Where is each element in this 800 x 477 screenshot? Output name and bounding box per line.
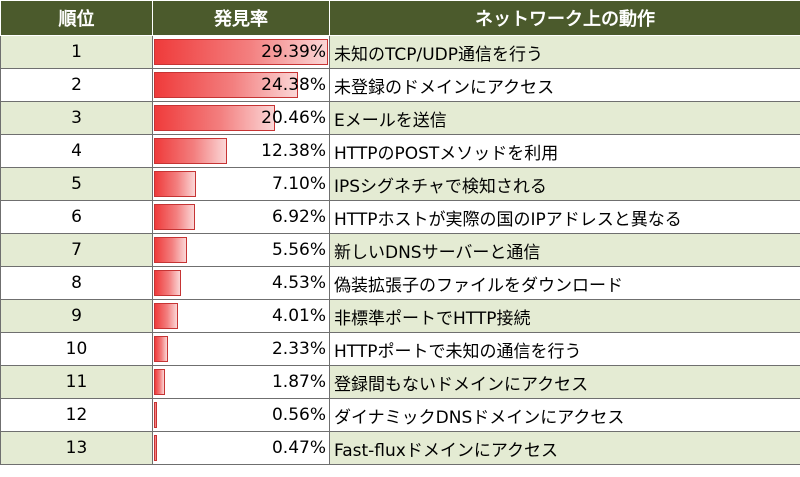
rate-label: 5.56%	[271, 240, 326, 260]
table-row: 5 7.10% IPSシグネチャで検知される	[0, 167, 800, 201]
action-cell: 登録間もないドメインにアクセス	[329, 365, 800, 399]
table-body: 1 29.39% 未知のTCP/UDP通信を行う 2 24.38% 未登録のドメインにアク…	[0, 35, 800, 465]
table-row: 3 20.46% Eメールを送信	[0, 101, 800, 135]
rate-cell: 4.53%	[152, 266, 330, 300]
table-row: 2 24.38% 未登録のドメインにアクセス	[0, 68, 800, 102]
rate-cell: 2.33%	[152, 332, 330, 366]
rank-cell: 11	[0, 365, 153, 399]
ranking-table: 順位 発見率 ネットワーク上の動作 1 29.39% 未知のTCP/UDP通信を行う…	[0, 0, 800, 465]
action-cell: Eメールを送信	[329, 101, 800, 135]
table-row: 13 0.47% Fast-fluxドメインにアクセス	[0, 431, 800, 465]
action-cell: 未知のTCP/UDP通信を行う	[329, 35, 800, 69]
table-row: 9 4.01% 非標準ポートでHTTP接続	[0, 299, 800, 333]
table-row: 11 1.87% 登録間もないドメインにアクセス	[0, 365, 800, 399]
action-cell: HTTPホストが実際の国のIPアドレスと異なる	[329, 200, 800, 234]
action-cell: HTTPのPOSTメソッドを利用	[329, 134, 800, 168]
header-rate: 発見率	[152, 0, 330, 36]
table-header: 順位 発見率 ネットワーク上の動作	[0, 0, 800, 36]
rate-cell: 12.38%	[152, 134, 330, 168]
rate-cell: 4.01%	[152, 299, 330, 333]
rate-cell: 7.10%	[152, 167, 330, 201]
rate-cell: 29.39%	[152, 35, 330, 69]
rate-bar	[154, 138, 228, 164]
rank-cell: 12	[0, 398, 153, 432]
rate-bar	[154, 204, 195, 230]
rate-cell: 24.38%	[152, 68, 330, 102]
rate-cell: 1.87%	[152, 365, 330, 399]
rate-cell: 0.47%	[152, 431, 330, 465]
rank-cell: 4	[0, 134, 153, 168]
rate-label: 24.38%	[261, 75, 326, 95]
rank-cell: 2	[0, 68, 153, 102]
rate-label: 29.39%	[261, 42, 326, 62]
rate-cell: 5.56%	[152, 233, 330, 267]
table-row: 8 4.53% 偽装拡張子のファイルをダウンロード	[0, 266, 800, 300]
rate-label: 7.10%	[271, 174, 326, 194]
rate-label: 0.47%	[271, 438, 326, 458]
rate-bar	[154, 402, 158, 428]
rank-cell: 8	[0, 266, 153, 300]
rate-bar	[154, 435, 157, 461]
header-row: 順位 発見率 ネットワーク上の動作	[0, 0, 800, 36]
rate-label: 2.33%	[271, 339, 326, 359]
action-cell: IPSシグネチャで検知される	[329, 167, 800, 201]
rate-cell: 6.92%	[152, 200, 330, 234]
action-cell: 非標準ポートでHTTP接続	[329, 299, 800, 333]
rank-cell: 1	[0, 35, 153, 69]
rank-cell: 9	[0, 299, 153, 333]
rate-label: 4.01%	[271, 306, 326, 326]
table-row: 6 6.92% HTTPホストが実際の国のIPアドレスと異なる	[0, 200, 800, 234]
action-cell: 偽装拡張子のファイルをダウンロード	[329, 266, 800, 300]
rank-cell: 6	[0, 200, 153, 234]
table-row: 1 29.39% 未知のTCP/UDP通信を行う	[0, 35, 800, 69]
table-row: 12 0.56% ダイナミックDNSドメインにアクセス	[0, 398, 800, 432]
rank-cell: 10	[0, 332, 153, 366]
rate-label: 20.46%	[261, 108, 326, 128]
rate-bar	[154, 237, 187, 263]
rate-label: 1.87%	[271, 372, 326, 392]
table-row: 10 2.33% HTTPポートで未知の通信を行う	[0, 332, 800, 366]
rate-bar	[154, 39, 328, 65]
action-cell: Fast-fluxドメインにアクセス	[329, 431, 800, 465]
header-rank: 順位	[0, 0, 153, 36]
rate-bar	[154, 369, 166, 395]
rate-bar	[154, 270, 181, 296]
rank-cell: 7	[0, 233, 153, 267]
rate-bar	[154, 336, 168, 362]
table-row: 4 12.38% HTTPのPOSTメソッドを利用	[0, 134, 800, 168]
action-cell: HTTPポートで未知の通信を行う	[329, 332, 800, 366]
rate-bar	[154, 72, 299, 98]
rate-bar	[154, 171, 197, 197]
rate-label: 0.56%	[271, 405, 326, 425]
rate-cell: 0.56%	[152, 398, 330, 432]
rank-cell: 3	[0, 101, 153, 135]
rate-bar	[154, 105, 276, 131]
header-action: ネットワーク上の動作	[329, 0, 800, 36]
rank-cell: 5	[0, 167, 153, 201]
action-cell: ダイナミックDNSドメインにアクセス	[329, 398, 800, 432]
rate-bar	[154, 303, 178, 329]
rate-label: 6.92%	[271, 207, 326, 227]
table-row: 7 5.56% 新しいDNSサーバーと通信	[0, 233, 800, 267]
action-cell: 未登録のドメインにアクセス	[329, 68, 800, 102]
rank-cell: 13	[0, 431, 153, 465]
rate-label: 4.53%	[271, 273, 326, 293]
action-cell: 新しいDNSサーバーと通信	[329, 233, 800, 267]
rate-label: 12.38%	[261, 141, 326, 161]
rate-cell: 20.46%	[152, 101, 330, 135]
